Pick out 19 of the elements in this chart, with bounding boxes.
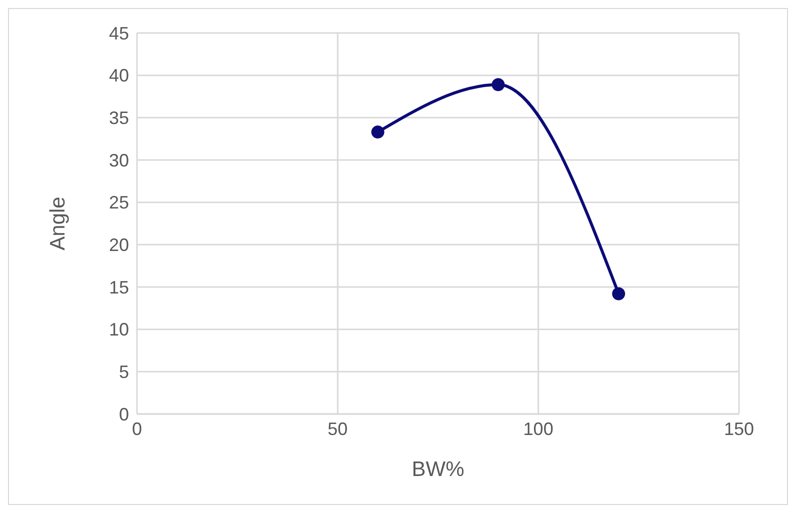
x-axis-title: BW% xyxy=(412,458,464,481)
y-tick-label: 35 xyxy=(108,108,129,128)
x-tick-label: 0 xyxy=(132,418,142,439)
y-tick-label: 45 xyxy=(108,23,129,44)
y-tick-label: 30 xyxy=(108,150,129,170)
point xyxy=(492,78,505,92)
x-tick-label: 50 xyxy=(328,418,348,439)
x-tick-label: 100 xyxy=(523,418,554,439)
x-tick-label: 150 xyxy=(724,418,754,439)
y-tick-label: 25 xyxy=(108,192,129,213)
y-tick-label: 15 xyxy=(108,277,129,298)
point xyxy=(371,126,384,139)
y-axis-title: Angle xyxy=(46,196,70,250)
y-tick-label: 10 xyxy=(108,320,129,340)
y-tick-label: 40 xyxy=(108,66,129,86)
y-tick-label: 0 xyxy=(118,404,129,424)
y-tick-label: 20 xyxy=(108,235,129,256)
point xyxy=(612,287,626,300)
y-tick-label: 5 xyxy=(118,362,129,382)
